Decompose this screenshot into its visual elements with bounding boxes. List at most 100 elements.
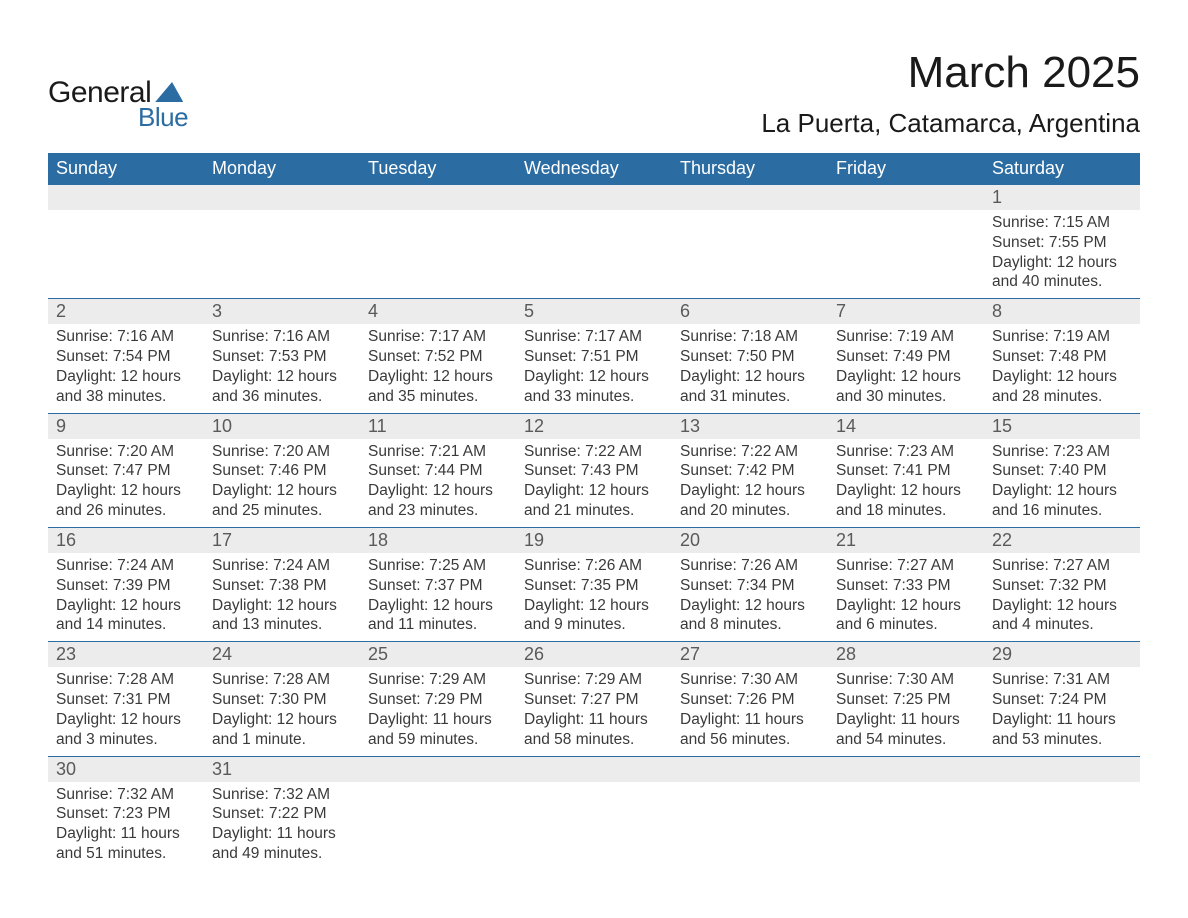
day-cell [672,782,828,870]
daynum-strip: 3031 [48,757,1140,782]
day-number [48,185,204,210]
day-number: 23 [48,642,204,667]
day-cell: Sunrise: 7:29 AMSunset: 7:29 PMDaylight:… [360,667,516,755]
daylight-text: Daylight: 11 hours and 59 minutes. [368,710,508,750]
day-number: 31 [204,757,360,782]
day-number [360,757,516,782]
sunset-text: Sunset: 7:43 PM [524,461,664,481]
daylight-text: Daylight: 12 hours and 16 minutes. [992,481,1132,521]
sunset-text: Sunset: 7:55 PM [992,233,1132,253]
sunrise-text: Sunrise: 7:20 AM [212,442,352,462]
day-number: 26 [516,642,672,667]
sunset-text: Sunset: 7:53 PM [212,347,352,367]
day-cell [828,782,984,870]
daylight-text: Daylight: 12 hours and 11 minutes. [368,596,508,636]
day-cell: Sunrise: 7:20 AMSunset: 7:46 PMDaylight:… [204,439,360,527]
day-cell [48,210,204,298]
day-cell: Sunrise: 7:30 AMSunset: 7:25 PMDaylight:… [828,667,984,755]
sunset-text: Sunset: 7:25 PM [836,690,976,710]
day-cell: Sunrise: 7:32 AMSunset: 7:22 PMDaylight:… [204,782,360,870]
sunset-text: Sunset: 7:44 PM [368,461,508,481]
logo-word-blue: Blue [138,102,188,133]
day-cell: Sunrise: 7:17 AMSunset: 7:52 PMDaylight:… [360,324,516,412]
weekday-header: Wednesday [516,153,672,185]
sunrise-text: Sunrise: 7:16 AM [212,327,352,347]
day-cell: Sunrise: 7:16 AMSunset: 7:53 PMDaylight:… [204,324,360,412]
sunrise-text: Sunrise: 7:29 AM [524,670,664,690]
sunset-text: Sunset: 7:27 PM [524,690,664,710]
daylight-text: Daylight: 11 hours and 53 minutes. [992,710,1132,750]
sunrise-text: Sunrise: 7:27 AM [836,556,976,576]
day-cell [516,210,672,298]
sunset-text: Sunset: 7:22 PM [212,804,352,824]
sunset-text: Sunset: 7:23 PM [56,804,196,824]
day-number: 10 [204,414,360,439]
day-cell: Sunrise: 7:28 AMSunset: 7:31 PMDaylight:… [48,667,204,755]
day-number [672,757,828,782]
sunrise-text: Sunrise: 7:30 AM [680,670,820,690]
day-cell [204,210,360,298]
day-number: 28 [828,642,984,667]
daylight-text: Daylight: 12 hours and 31 minutes. [680,367,820,407]
sunset-text: Sunset: 7:30 PM [212,690,352,710]
sunset-text: Sunset: 7:42 PM [680,461,820,481]
day-number: 18 [360,528,516,553]
day-cell: Sunrise: 7:16 AMSunset: 7:54 PMDaylight:… [48,324,204,412]
day-cell: Sunrise: 7:23 AMSunset: 7:40 PMDaylight:… [984,439,1140,527]
sunset-text: Sunset: 7:40 PM [992,461,1132,481]
sunset-text: Sunset: 7:32 PM [992,576,1132,596]
day-number: 3 [204,299,360,324]
daylight-text: Daylight: 12 hours and 25 minutes. [212,481,352,521]
day-cell [672,210,828,298]
day-cell [516,782,672,870]
day-number: 15 [984,414,1140,439]
daylight-text: Daylight: 11 hours and 54 minutes. [836,710,976,750]
sunrise-text: Sunrise: 7:32 AM [212,785,352,805]
daylight-text: Daylight: 12 hours and 28 minutes. [992,367,1132,407]
sunrise-text: Sunrise: 7:29 AM [368,670,508,690]
day-cell: Sunrise: 7:31 AMSunset: 7:24 PMDaylight:… [984,667,1140,755]
day-number: 2 [48,299,204,324]
day-cell: Sunrise: 7:30 AMSunset: 7:26 PMDaylight:… [672,667,828,755]
daylight-text: Daylight: 12 hours and 1 minute. [212,710,352,750]
sunrise-text: Sunrise: 7:27 AM [992,556,1132,576]
daylight-text: Daylight: 12 hours and 4 minutes. [992,596,1132,636]
daylight-text: Daylight: 12 hours and 40 minutes. [992,253,1132,293]
daylight-text: Daylight: 12 hours and 3 minutes. [56,710,196,750]
day-cell: Sunrise: 7:26 AMSunset: 7:34 PMDaylight:… [672,553,828,641]
daylight-text: Daylight: 12 hours and 30 minutes. [836,367,976,407]
day-number: 6 [672,299,828,324]
daylight-text: Daylight: 12 hours and 14 minutes. [56,596,196,636]
day-cell [360,782,516,870]
daylight-text: Daylight: 12 hours and 18 minutes. [836,481,976,521]
day-cell: Sunrise: 7:25 AMSunset: 7:37 PMDaylight:… [360,553,516,641]
day-cell: Sunrise: 7:23 AMSunset: 7:41 PMDaylight:… [828,439,984,527]
sunset-text: Sunset: 7:31 PM [56,690,196,710]
sunrise-text: Sunrise: 7:18 AM [680,327,820,347]
day-cell: Sunrise: 7:24 AMSunset: 7:38 PMDaylight:… [204,553,360,641]
daynum-strip: 23242526272829 [48,642,1140,667]
sunset-text: Sunset: 7:52 PM [368,347,508,367]
day-cell: Sunrise: 7:26 AMSunset: 7:35 PMDaylight:… [516,553,672,641]
sunrise-text: Sunrise: 7:26 AM [524,556,664,576]
daylight-text: Daylight: 12 hours and 6 minutes. [836,596,976,636]
day-number: 24 [204,642,360,667]
day-cell: Sunrise: 7:19 AMSunset: 7:49 PMDaylight:… [828,324,984,412]
sunrise-text: Sunrise: 7:25 AM [368,556,508,576]
day-number [828,757,984,782]
day-number: 1 [984,185,1140,210]
day-number: 16 [48,528,204,553]
daylight-text: Daylight: 11 hours and 49 minutes. [212,824,352,864]
day-number [984,757,1140,782]
weeks-container: 1Sunrise: 7:15 AMSunset: 7:55 PMDaylight… [48,185,1140,870]
sunrise-text: Sunrise: 7:19 AM [836,327,976,347]
day-number: 4 [360,299,516,324]
sunrise-text: Sunrise: 7:19 AM [992,327,1132,347]
day-number: 11 [360,414,516,439]
sunset-text: Sunset: 7:33 PM [836,576,976,596]
daynum-strip: 16171819202122 [48,528,1140,553]
sunset-text: Sunset: 7:41 PM [836,461,976,481]
daylight-text: Daylight: 12 hours and 33 minutes. [524,367,664,407]
daylight-text: Daylight: 12 hours and 9 minutes. [524,596,664,636]
daylight-text: Daylight: 11 hours and 58 minutes. [524,710,664,750]
